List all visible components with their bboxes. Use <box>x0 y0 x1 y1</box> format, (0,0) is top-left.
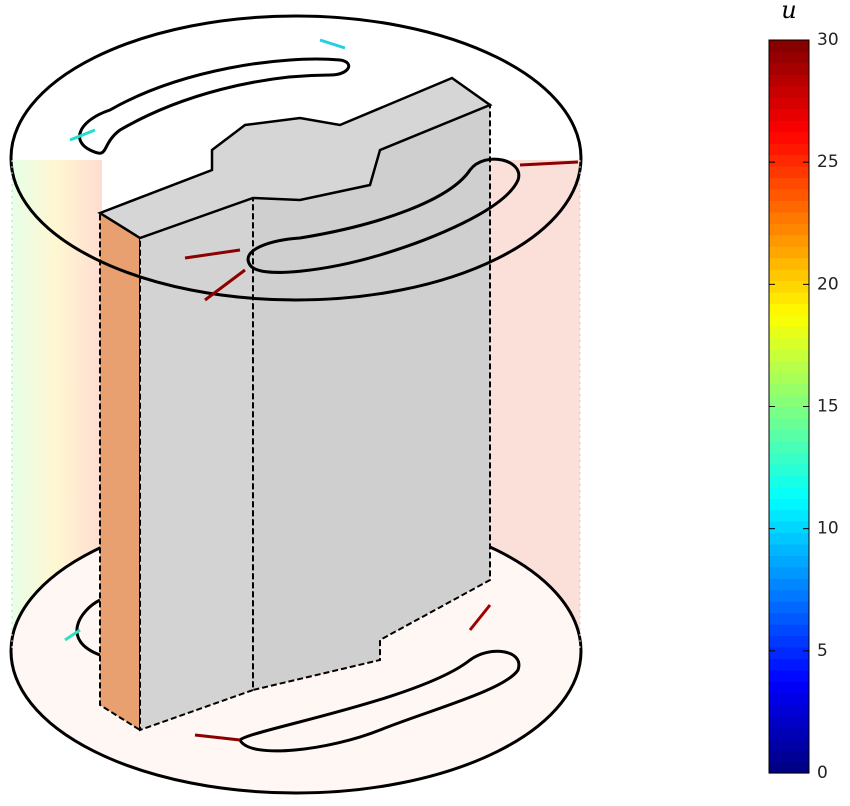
colorbar-band <box>769 532 809 545</box>
colorbar-band <box>769 211 809 224</box>
colorbar-band <box>769 612 809 625</box>
arrow <box>468 604 492 631</box>
arrow <box>64 628 81 642</box>
colorbar-band <box>769 452 809 465</box>
colorbar-band <box>769 738 809 751</box>
colorbar-band <box>769 647 809 660</box>
colorbar-band <box>769 761 809 774</box>
colorbar-band <box>769 498 809 511</box>
colorbar-band <box>769 658 809 671</box>
arrow <box>319 38 346 50</box>
colorbar-band <box>769 521 809 534</box>
top-channel <box>246 157 521 274</box>
colorbar-band <box>769 601 809 614</box>
colorbar-band <box>769 715 809 728</box>
colorbar-band <box>769 463 809 476</box>
flow-arrows <box>64 38 579 742</box>
colorbar-band <box>769 291 809 305</box>
colorbar-band <box>769 406 809 419</box>
colorbar-band <box>769 669 809 682</box>
colorbar-band <box>769 188 809 201</box>
colorbar-band <box>769 635 809 648</box>
colorbar-band <box>769 440 809 453</box>
tick-label: 5 <box>817 641 828 661</box>
colorbar-band <box>769 74 809 87</box>
colorbar-band <box>769 372 809 385</box>
block-top <box>97 76 493 240</box>
colorbar-band <box>769 314 809 327</box>
tick-label: 15 <box>817 397 839 417</box>
colorbar-band <box>769 383 809 396</box>
colorbar-band <box>769 624 809 637</box>
tick-label: 10 <box>817 519 839 539</box>
colorbar-band <box>769 165 809 179</box>
colorbar-band <box>769 555 809 568</box>
colorbar-band <box>769 589 809 602</box>
colorbar-band <box>769 143 809 156</box>
colorbar-band <box>769 429 809 442</box>
top-disc <box>9 14 583 302</box>
colorbar-band <box>769 704 809 717</box>
colorbar-band <box>769 97 809 110</box>
colorbar-band <box>769 326 809 339</box>
bottom-channel <box>238 649 521 753</box>
colorbar-band <box>769 177 809 190</box>
colorbar-band <box>769 131 809 144</box>
tick-label: 20 <box>817 274 839 294</box>
colorbar: 0 5 10 15 20 25 30 <box>768 30 839 783</box>
colorbar-band <box>769 475 809 488</box>
bottom-channel <box>75 598 101 657</box>
colorbar-band <box>769 62 809 75</box>
block-face <box>139 196 254 732</box>
scene <box>9 14 583 795</box>
colorbar-band <box>769 108 809 121</box>
colorbar-band <box>769 349 809 362</box>
colorbar-band <box>769 120 809 133</box>
arrow <box>204 268 246 302</box>
arrow <box>69 128 96 142</box>
top-channel <box>78 57 351 155</box>
colorbar-band <box>769 566 809 579</box>
colorbar-band <box>769 509 809 522</box>
colorbar-band <box>769 727 809 740</box>
colorbar-band <box>769 246 809 259</box>
block-side <box>99 211 141 732</box>
colorbar-band <box>769 154 809 167</box>
colorbar-band <box>769 257 809 270</box>
tick-label: 30 <box>817 30 839 50</box>
colorbar-label: u <box>781 0 796 24</box>
colorbar-band <box>769 543 809 556</box>
colorbar-band <box>769 200 809 213</box>
colorbar-band <box>769 681 809 694</box>
colorbar-band <box>769 578 809 591</box>
colorbar-band <box>769 269 809 282</box>
colorbar-band <box>769 337 809 350</box>
colorbar-band <box>769 303 809 316</box>
colorbar-band <box>769 395 809 408</box>
colorbar-band <box>769 51 809 64</box>
arrow <box>184 248 241 260</box>
colorbar-band <box>769 40 809 53</box>
colorbar-band <box>769 280 809 293</box>
colorbar-band <box>769 750 809 763</box>
colorbar-band <box>769 486 809 499</box>
colorbar-band <box>769 692 809 705</box>
tick-label: 25 <box>817 152 839 172</box>
arrow <box>519 160 579 167</box>
colorbar-band <box>769 223 809 236</box>
arrow <box>194 733 241 742</box>
colorbar-band <box>769 234 809 247</box>
tick-label: 0 <box>817 763 828 783</box>
colorbar-band <box>769 85 809 98</box>
colorbar-band <box>769 417 809 431</box>
colorbar-band <box>769 360 809 373</box>
